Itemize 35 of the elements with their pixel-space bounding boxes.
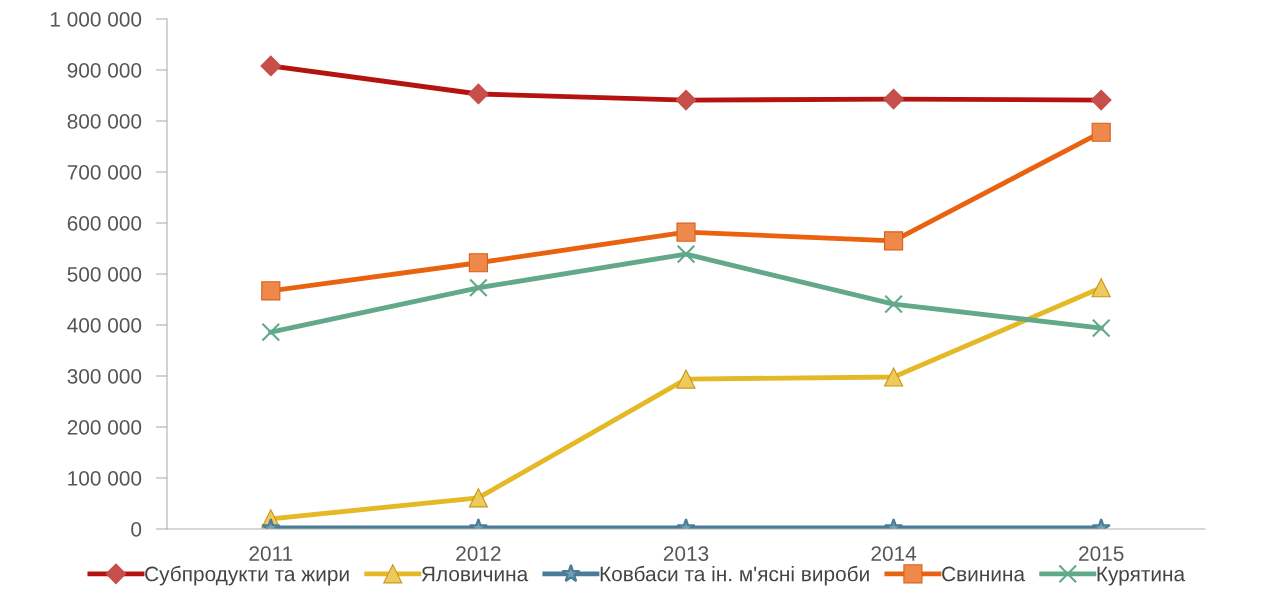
point — [884, 231, 904, 251]
y-tick-label: 500 000 — [67, 267, 142, 282]
x-tick-label: 2012 — [456, 546, 501, 561]
x-tick-label: 2013 — [663, 546, 709, 561]
legend-label: Свинина — [942, 566, 1026, 582]
point — [261, 322, 281, 342]
point — [1091, 318, 1111, 338]
point — [469, 278, 488, 298]
y-tick-label: 700 000 — [67, 165, 142, 180]
y-tick-label: 400 000 — [67, 318, 142, 333]
legend-label: Яловичина — [421, 566, 529, 582]
x-tick-label: 2015 — [1079, 546, 1124, 561]
y-tick-label: 0 — [131, 522, 142, 537]
y-tick-label: 1 000 000 — [50, 12, 142, 27]
legend-label: Субпродукти та жири — [145, 565, 349, 586]
point — [676, 244, 696, 264]
point — [261, 281, 281, 301]
point — [1091, 122, 1111, 142]
point — [884, 367, 904, 387]
legend-label: Курятина — [1097, 566, 1186, 586]
point — [468, 253, 488, 273]
point — [884, 294, 903, 314]
y-tick-label: 800 000 — [67, 114, 142, 129]
point — [676, 222, 696, 242]
point — [468, 488, 488, 508]
y-tick-label: 300 000 — [67, 369, 142, 384]
y-tick-label: 200 000 — [67, 420, 142, 435]
x-tick-label: 2014 — [871, 546, 917, 561]
point — [1091, 278, 1111, 298]
point — [676, 369, 696, 389]
x-tick-label: 2011 — [249, 546, 293, 561]
legend-label: Ковбаси та ін. м'ясні вироби — [600, 565, 869, 586]
y-tick-label: 600 000 — [67, 216, 142, 231]
y-tick-label: 100 000 — [68, 471, 142, 486]
y-tick-label: 900 000 — [67, 63, 142, 78]
